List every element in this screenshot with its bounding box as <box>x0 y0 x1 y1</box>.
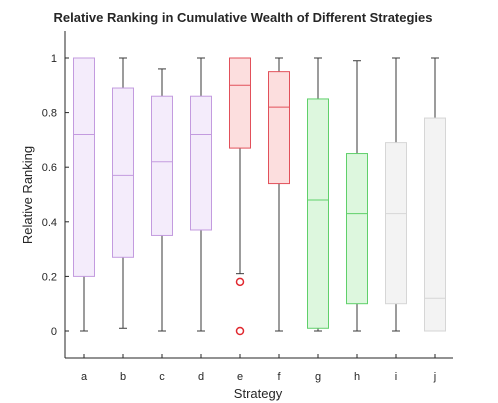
x-tick-label: e <box>237 371 243 383</box>
box-i <box>385 142 407 305</box>
box-j <box>424 117 446 332</box>
box-b <box>112 87 134 258</box>
y-tick-label: 0.4 <box>42 217 57 229</box>
outlier-point <box>235 326 245 336</box>
box-e <box>229 57 251 149</box>
y-tick-label: 0 <box>51 326 57 338</box>
box-h <box>346 153 368 305</box>
x-tick-label: b <box>120 371 126 383</box>
y-tick-label: 1 <box>51 53 57 65</box>
y-axis-label: Relative Ranking <box>20 146 35 244</box>
x-tick-label: j <box>433 371 436 383</box>
y-tick-label: 0.6 <box>42 162 57 174</box>
y-tick-label: 0.2 <box>42 271 57 283</box>
box-d <box>190 95 212 231</box>
box-g <box>307 98 329 329</box>
box-a <box>73 57 95 277</box>
x-tick-label: c <box>159 371 165 383</box>
x-tick-label: i <box>395 371 397 383</box>
box-f <box>268 71 290 185</box>
box-c <box>151 95 173 236</box>
x-tick-label: g <box>315 371 321 383</box>
y-tick-label: 0.8 <box>42 108 57 120</box>
outlier-point <box>235 277 245 287</box>
x-tick-label: h <box>354 371 360 383</box>
x-tick-label: f <box>277 371 281 383</box>
x-tick-label: a <box>81 371 88 383</box>
x-tick-label: d <box>198 371 204 383</box>
plot-area: 0 0.2 0.4 0.6 0.8 1 a b c d e f g h i j <box>42 31 453 383</box>
chart-title: Relative Ranking in Cumulative Wealth of… <box>53 10 432 25</box>
x-axis-label: Strategy <box>234 386 283 401</box>
